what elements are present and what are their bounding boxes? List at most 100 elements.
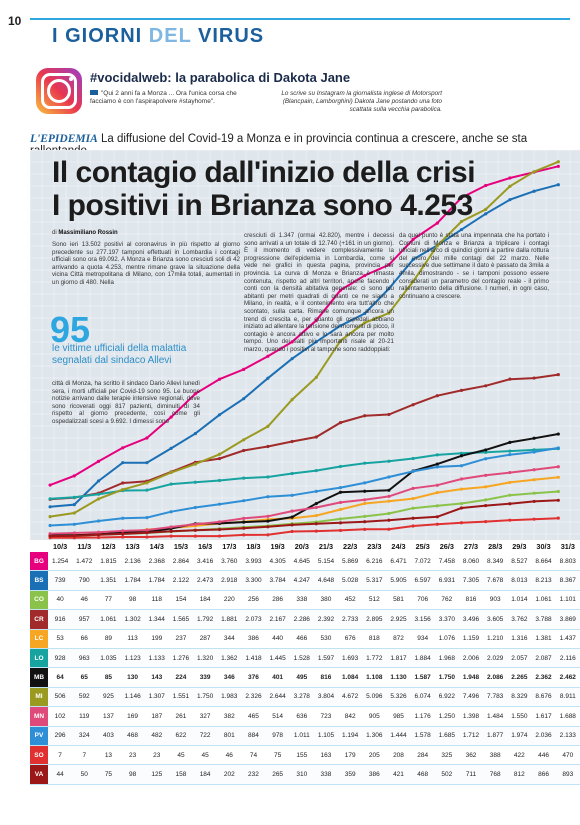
table-cell: 237 xyxy=(168,629,194,649)
data-point-so xyxy=(484,520,488,524)
table-cell: 2.733 xyxy=(338,609,363,630)
data-point-bg xyxy=(508,176,512,180)
table-cell: 1.983 xyxy=(217,687,242,708)
data-point-bg xyxy=(435,221,439,225)
data-point-cr xyxy=(266,444,270,449)
table-cell: 23 xyxy=(120,745,145,766)
x-tick-label: 20/3 xyxy=(294,541,309,551)
table-cell: 622 xyxy=(168,726,194,746)
data-point-so xyxy=(338,528,343,533)
table-cell: 386 xyxy=(241,629,266,649)
x-tick-label: 13/3 xyxy=(125,541,140,551)
table-cell: 2.087 xyxy=(531,648,556,669)
table-cell: 2.073 xyxy=(241,609,266,630)
table-cell: 3.788 xyxy=(531,609,556,630)
data-point-mi xyxy=(96,497,101,501)
table-cell: 1.784 xyxy=(144,570,169,591)
table-cell: 376 xyxy=(241,667,266,688)
province-code: MB xyxy=(30,667,48,688)
data-point-mn xyxy=(217,520,222,524)
data-point-cr xyxy=(387,412,391,417)
x-tick-label: 24/3 xyxy=(391,541,406,551)
table-cell: 119 xyxy=(72,706,97,727)
data-point-pv xyxy=(242,499,246,503)
data-point-bg xyxy=(242,367,246,372)
table-cell: 1.250 xyxy=(434,706,459,727)
x-tick-label: 25/3 xyxy=(415,541,430,551)
table-cell: 514 xyxy=(265,706,290,727)
data-point-bg xyxy=(217,377,222,381)
data-point-va xyxy=(387,518,391,522)
data-point-so xyxy=(290,529,294,534)
table-cell: 1.444 xyxy=(386,726,411,746)
x-tick-label: 22/3 xyxy=(343,541,358,551)
table-cell: 7 xyxy=(72,745,97,766)
data-point-bs xyxy=(242,397,246,401)
data-point-mi xyxy=(266,424,270,428)
data-point-mi xyxy=(411,279,415,284)
data-point-pv xyxy=(508,453,512,457)
table-cell: 2.136 xyxy=(120,552,145,572)
byline-prefix: di xyxy=(52,230,57,236)
table-cell: 1.578 xyxy=(410,726,435,746)
table-cell: 1.792 xyxy=(193,609,218,630)
table-cell: 403 xyxy=(96,726,121,746)
table-cell: 98 xyxy=(120,590,145,611)
table-row: PV 296 324 403 468 482 622 722 801 884 978 1.011 1.1… xyxy=(30,726,580,746)
table-row: BG 1.254 1.472 1.815 2.136 2.368 2.864 3.416 3.7… xyxy=(30,552,580,572)
data-point-pv xyxy=(411,469,415,473)
data-point-co xyxy=(387,511,391,516)
x-tick-label: 15/3 xyxy=(173,541,189,551)
x-tick-label: 27/3 xyxy=(463,541,479,551)
table-cell: 816 xyxy=(458,590,484,611)
table-cell: 1.437 xyxy=(555,629,580,649)
data-point-mi xyxy=(556,160,560,164)
data-point-bg xyxy=(193,392,197,396)
data-point-so xyxy=(145,535,149,539)
data-point-pv xyxy=(314,489,318,493)
data-point-mn xyxy=(363,498,367,502)
x-tick-label: 16/3 xyxy=(198,541,213,551)
table-cell: 3.278 xyxy=(289,687,314,708)
table-cell: 466 xyxy=(289,629,314,649)
table-cell: 75 xyxy=(265,745,290,766)
table-cell: 446 xyxy=(531,745,556,766)
data-point-va xyxy=(266,525,270,529)
stat-number: 95 xyxy=(50,309,91,350)
series-line-mn xyxy=(50,465,559,535)
data-point-bg xyxy=(314,318,318,322)
kicker-tag: L'EPIDEMIA xyxy=(30,133,98,145)
data-point-cr xyxy=(508,377,512,381)
section-rule xyxy=(30,18,570,20)
table-cell: 53 xyxy=(48,629,73,649)
table-row: LO 928 963 1.035 1.123 1.133 1.276 1.320 1.362 1.… xyxy=(30,648,580,669)
table-cell: 220 xyxy=(217,590,242,611)
table-cell: 382 xyxy=(217,706,242,727)
data-point-bs xyxy=(169,446,173,451)
table-cell: 46 xyxy=(72,590,97,611)
data-point-va xyxy=(96,533,101,537)
data-point-co xyxy=(508,493,512,497)
table-cell: 65 xyxy=(72,667,97,688)
table-cell: 74 xyxy=(241,745,266,766)
data-point-co xyxy=(532,491,536,495)
section-word-3: VIRUS xyxy=(198,25,265,47)
data-point-bg xyxy=(363,273,367,278)
table-cell: 4.672 xyxy=(338,687,363,708)
data-point-bs xyxy=(387,287,391,291)
data-point-bs xyxy=(508,198,512,202)
table-cell: 928 xyxy=(48,648,73,669)
table-cell: 2.057 xyxy=(507,648,532,669)
table-cell: 711 xyxy=(458,764,484,785)
table-cell: 7.072 xyxy=(410,552,435,572)
province-code: CO xyxy=(30,590,48,611)
table-cell: 205 xyxy=(362,745,387,766)
table-cell: 1.528 xyxy=(289,648,314,669)
data-point-bs xyxy=(193,431,197,436)
table-cell: 8.213 xyxy=(531,570,556,591)
table-cell: 5.905 xyxy=(386,570,411,591)
data-point-bs xyxy=(145,461,149,465)
data-point-lo xyxy=(290,471,294,476)
data-point-va xyxy=(338,521,343,525)
data-point-co xyxy=(411,506,415,510)
